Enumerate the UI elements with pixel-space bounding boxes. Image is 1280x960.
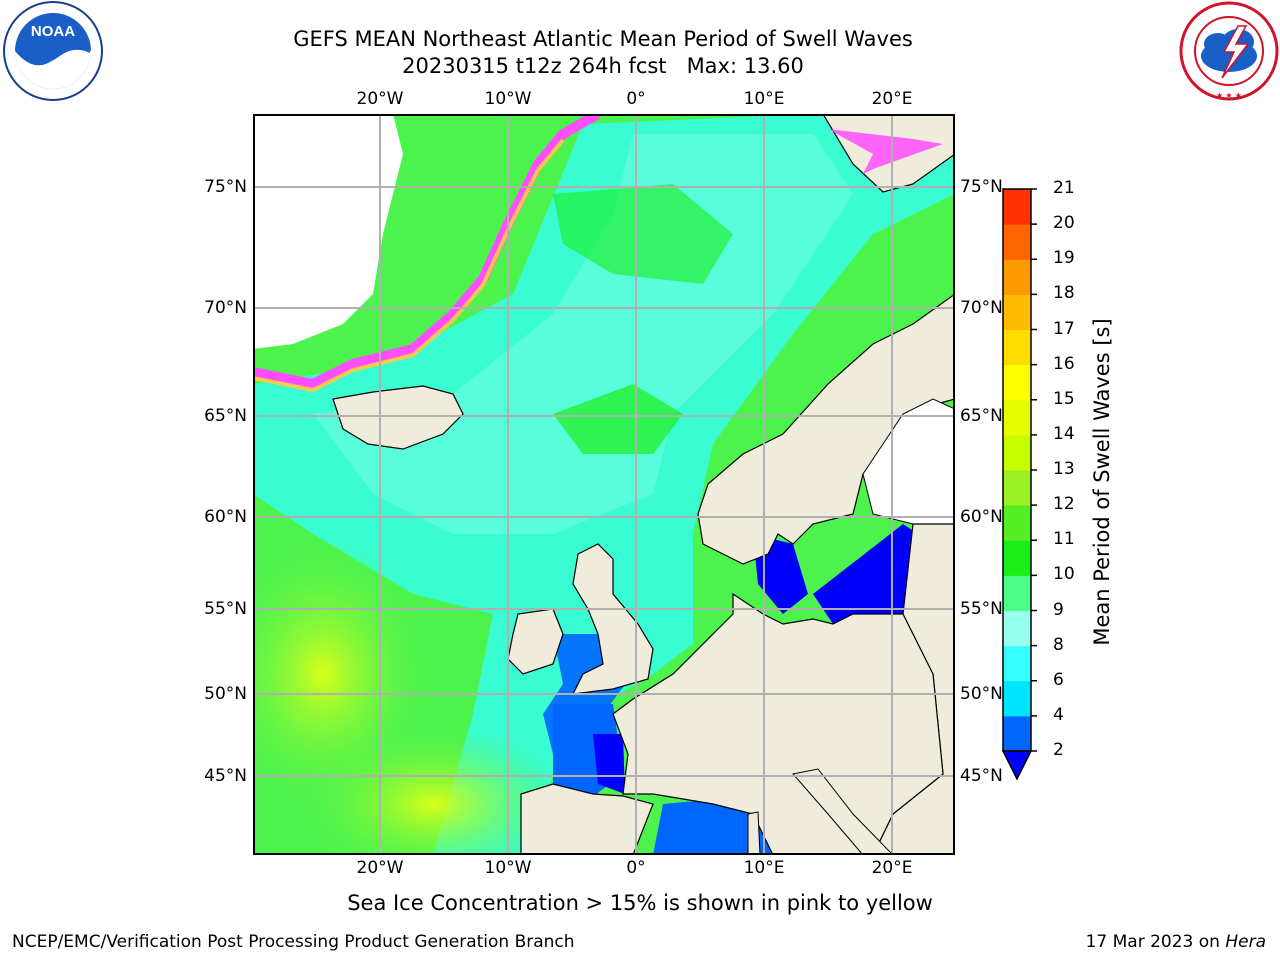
colorbar-tick-label: 10 [1053,564,1075,585]
colorbar-tick-label: 15 [1053,388,1075,409]
colorbar-tick-label: 8 [1053,634,1064,655]
lon-label-0-bottom: 0° [626,858,646,878]
colorbar-segment [1003,224,1031,260]
colorbar-tick-label: 6 [1053,669,1064,690]
lat-label-60-right: 60°N [960,507,1003,527]
swell-deep-biscay [593,734,625,794]
colorbar-tick-label: 2 [1053,740,1064,760]
swell-green-patch-north [553,184,733,284]
footer-machine: Hera [1225,932,1266,952]
longitude-gridlines [379,114,893,855]
lon-label-10w-top: 10°W [484,89,532,109]
lon-label-20e-top: 20°E [871,89,913,109]
lat-label-65-left: 65°N [204,406,247,426]
colorbar-title: Mean Period of Swell Waves [s] [1090,318,1114,646]
lat-label-55-left: 55°N [204,599,247,619]
lon-label-20e-bottom: 20°E [871,858,913,878]
colorbar-tick-label: 19 [1053,248,1075,269]
colorbar-segment [1003,540,1031,576]
continental-europe [612,592,944,855]
italy [792,768,894,855]
lat-label-70-left: 70°N [204,298,247,318]
lat-label-70-right: 70°N [960,298,1003,318]
lat-label-45-right: 45°N [960,766,1003,786]
lon-label-10e-bottom: 10°E [743,858,785,878]
colorbar-tick-label: 14 [1053,423,1075,444]
footer-date-wrap: 17 Mar 2023 on Hera [1086,932,1266,952]
colorbar-tick-label: 20 [1053,213,1075,234]
swell-cyan-region [253,114,955,855]
colorbar-tick-label: 4 [1053,704,1064,725]
footer-date: 17 Mar 2023 on [1085,932,1226,952]
colorbar-segment [1003,505,1031,541]
lat-label-50-right: 50°N [960,684,1003,704]
colorbar-segment [1003,680,1031,717]
map-title: GEFS MEAN Northeast Atlantic Mean Period… [293,27,913,51]
colorbar-segment [1003,329,1031,366]
map-panel [253,114,955,855]
lat-label-75-right: 75°N [960,177,1003,197]
ireland [507,608,564,675]
colorbar [1001,188,1037,781]
svg-text:★ ★ ★: ★ ★ ★ [1216,91,1242,100]
lat-label-50-left: 50°N [204,684,247,704]
lon-label-10w-bottom: 10°W [484,858,532,878]
colorbar-segment [1003,189,1031,225]
lat-label-60-left: 60°N [204,507,247,527]
noaa-logo: NOAA [3,1,103,101]
footer-branch: NCEP/EMC/Verification Post Processing Pr… [12,932,575,952]
colorbar-tick-label: 11 [1053,529,1075,550]
colorbar-segment [1003,610,1031,647]
nws-logo: ★ ★ ★ [1179,1,1279,101]
colorbar-segment [1003,259,1031,295]
swell-yellow-south [293,724,573,855]
lon-label-20w-top: 20°W [356,89,404,109]
iberia [520,783,654,855]
colorbar-tick-label: 12 [1053,494,1075,515]
colorbar-tick-label: 21 [1053,178,1075,198]
great-britain [571,543,654,695]
colorbar-segment [1003,715,1031,752]
colorbar-tick-label: 13 [1053,459,1075,479]
latitude-gridlines [253,186,955,777]
colorbar-segment [1003,434,1031,471]
sardinia [747,811,761,855]
lon-label-0-top: 0° [626,89,646,109]
colorbar-tick-label: 18 [1053,283,1075,304]
colorbar-segment [1003,364,1031,401]
lat-label-75-left: 75°N [204,177,247,197]
colorbar-segment [1003,470,1031,506]
greenland [253,114,403,349]
iceland [332,385,464,450]
colorbar-tick-label: 17 [1053,318,1075,339]
lat-label-45-left: 45°N [204,766,247,786]
lon-label-20w-bottom: 20°W [356,858,404,878]
swell-deep-baltic [813,524,933,624]
gulf-of-bothnia-ice [862,398,955,525]
lat-label-55-right: 55°N [960,599,1003,619]
colorbar-tick-label: 16 [1053,353,1075,374]
colorbar-tick-label: 9 [1053,599,1064,620]
sea-ice-svalbard [828,129,943,174]
lon-label-10e-top: 10°E [743,89,785,109]
lat-label-65-right: 65°N [960,406,1003,426]
map-frame [253,114,955,855]
colorbar-segment [1003,294,1031,330]
noaa-logo-text: NOAA [31,23,75,40]
map-subtitle: 20230315 t12z 264h fcst Max: 13.60 [402,54,804,78]
sea-ice-edge-greenland-inner [253,138,565,392]
sea-ice-note: Sea Ice Concentration > 15% is shown in … [347,891,933,915]
sea-ice-edge-greenland [253,114,601,389]
colorbar-extend-arrow [1001,750,1033,781]
colorbar-segment [1003,645,1031,682]
colorbar-segment [1003,575,1031,611]
colorbar-segment [1003,399,1031,436]
swell-green-patch [553,384,683,454]
